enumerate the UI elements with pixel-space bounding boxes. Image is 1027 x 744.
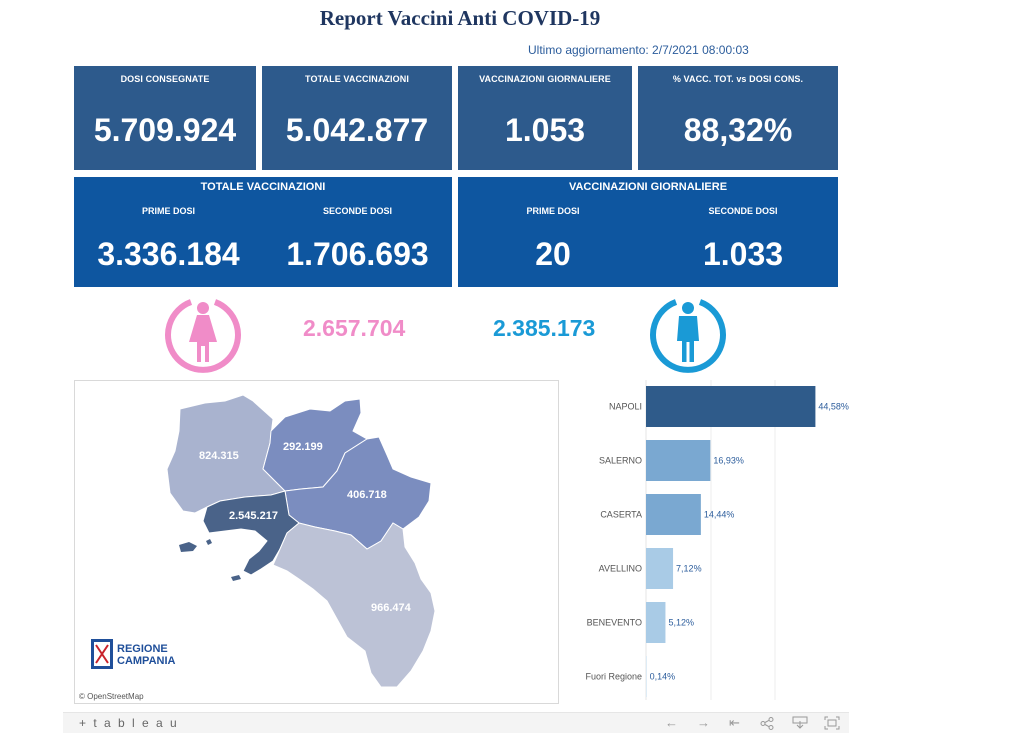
island-capri <box>231 575 241 581</box>
logo-line-1: REGIONE <box>117 643 168 655</box>
kpi-value: 5.709.924 <box>93 112 237 148</box>
province-value-avellino: 406.718 <box>347 489 387 501</box>
kpi-vaccinazioni-giornaliere: VACCINAZIONI GIORNALIERE 1.053 <box>458 66 632 170</box>
logo-line-2: CAMPANIA <box>117 655 176 667</box>
map-attribution[interactable]: © OpenStreetMap <box>79 692 144 701</box>
prime-dosi-value: 20 <box>535 236 571 272</box>
kpi-value: 5.042.877 <box>285 112 429 148</box>
prime-dosi-value: 3.336.184 <box>97 236 240 272</box>
seconde-dosi-label: SECONDE DOSI <box>708 206 778 216</box>
fullscreen-icon[interactable] <box>824 716 840 730</box>
bar-napoli[interactable] <box>646 386 816 427</box>
kpi-label: % VACC. TOT. vs DOSI CONS. <box>672 74 804 84</box>
bar-caserta[interactable] <box>646 494 701 535</box>
island-procida <box>206 539 212 545</box>
value-label: 5,12% <box>668 618 694 628</box>
tableau-logo[interactable]: + t a b l e a u <box>79 716 179 730</box>
seconde-dosi-value: 1.706.693 <box>286 236 429 272</box>
download-icon[interactable] <box>792 716 808 730</box>
category-label: CASERTA <box>600 510 642 520</box>
female-total: 2.657.704 <box>303 315 406 341</box>
last-update: Ultimo aggiornamento: 2/7/2021 08:00:03 <box>528 43 749 57</box>
category-label: NAPOLI <box>609 402 642 412</box>
panel-heading: VACCINAZIONI GIORNALIERE <box>568 181 728 193</box>
male-total: 2.385.173 <box>493 315 596 341</box>
province-value-caserta: 824.315 <box>199 450 239 462</box>
page-title: Report Vaccini Anti COVID-19 <box>319 6 601 30</box>
province-salerno[interactable] <box>272 522 436 688</box>
province-value-napoli: 2.545.217 <box>229 510 278 522</box>
value-label: 7,12% <box>676 564 702 574</box>
undo-icon[interactable]: ← <box>665 715 678 730</box>
value-label: 44,58% <box>818 402 849 412</box>
category-label: AVELLINO <box>599 564 642 574</box>
value-label: 14,44% <box>704 510 735 520</box>
bar-salerno[interactable] <box>646 440 711 481</box>
tableau-toolbar: + t a b l e a u ← → ⇤ <box>63 712 849 733</box>
kpi-percentuale: % VACC. TOT. vs DOSI CONS. 88,32% <box>638 66 838 170</box>
male-person-icon <box>650 299 726 373</box>
share-icon[interactable] <box>760 717 774 730</box>
kpi-label: VACCINAZIONI GIORNALIERE <box>479 74 611 84</box>
regione-campania-logo: REGIONE CAMPANIA <box>91 639 201 678</box>
value-label: 16,93% <box>713 456 744 466</box>
province-percentage-chart: NAPOLI 44,58% SALERNO 16,93% CASERTA 14,44% AV… <box>565 380 850 702</box>
revert-icon[interactable]: ⇤ <box>729 715 740 730</box>
category-label: Fuori Regione <box>585 672 642 682</box>
female-person-icon <box>165 299 241 373</box>
redo-icon[interactable]: → <box>697 715 710 730</box>
bar-fuori-regione[interactable] <box>646 656 647 697</box>
kpi-totale-vaccinazioni: TOTALE VACCINAZIONI 5.042.877 <box>262 66 452 170</box>
panel-totale-vaccinazioni: TOTALE VACCINAZIONI PRIME DOSI SECONDE D… <box>74 177 452 287</box>
prime-dosi-label: PRIME DOSI <box>141 206 195 216</box>
campania-map[interactable]: 824.315 292.199 406.718 2.545.217 966.47… <box>74 380 559 704</box>
seconde-dosi-value: 1.033 <box>702 236 784 272</box>
category-label: BENEVENTO <box>587 618 642 628</box>
category-label: SALERNO <box>599 456 642 466</box>
bar-benevento[interactable] <box>646 602 666 643</box>
kpi-value: 88,32% <box>683 112 793 148</box>
kpi-label: DOSI CONSEGNATE <box>120 74 210 84</box>
value-label: 0,14% <box>650 672 676 682</box>
island-ischia <box>179 542 197 552</box>
seconde-dosi-label: SECONDE DOSI <box>322 206 392 216</box>
kpi-value: 1.053 <box>504 112 586 148</box>
kpi-label: TOTALE VACCINAZIONI <box>305 74 409 84</box>
province-value-salerno: 966.474 <box>371 602 412 614</box>
panel-heading: TOTALE VACCINAZIONI <box>200 181 326 193</box>
kpi-dosi-consegnate: DOSI CONSEGNATE 5.709.924 <box>74 66 256 170</box>
prime-dosi-label: PRIME DOSI <box>526 206 580 216</box>
bar-avellino[interactable] <box>646 548 674 589</box>
province-value-benevento: 292.199 <box>283 441 323 453</box>
panel-vaccinazioni-giornaliere: VACCINAZIONI GIORNALIERE PRIME DOSI SECO… <box>458 177 838 287</box>
province-napoli[interactable] <box>202 490 300 576</box>
